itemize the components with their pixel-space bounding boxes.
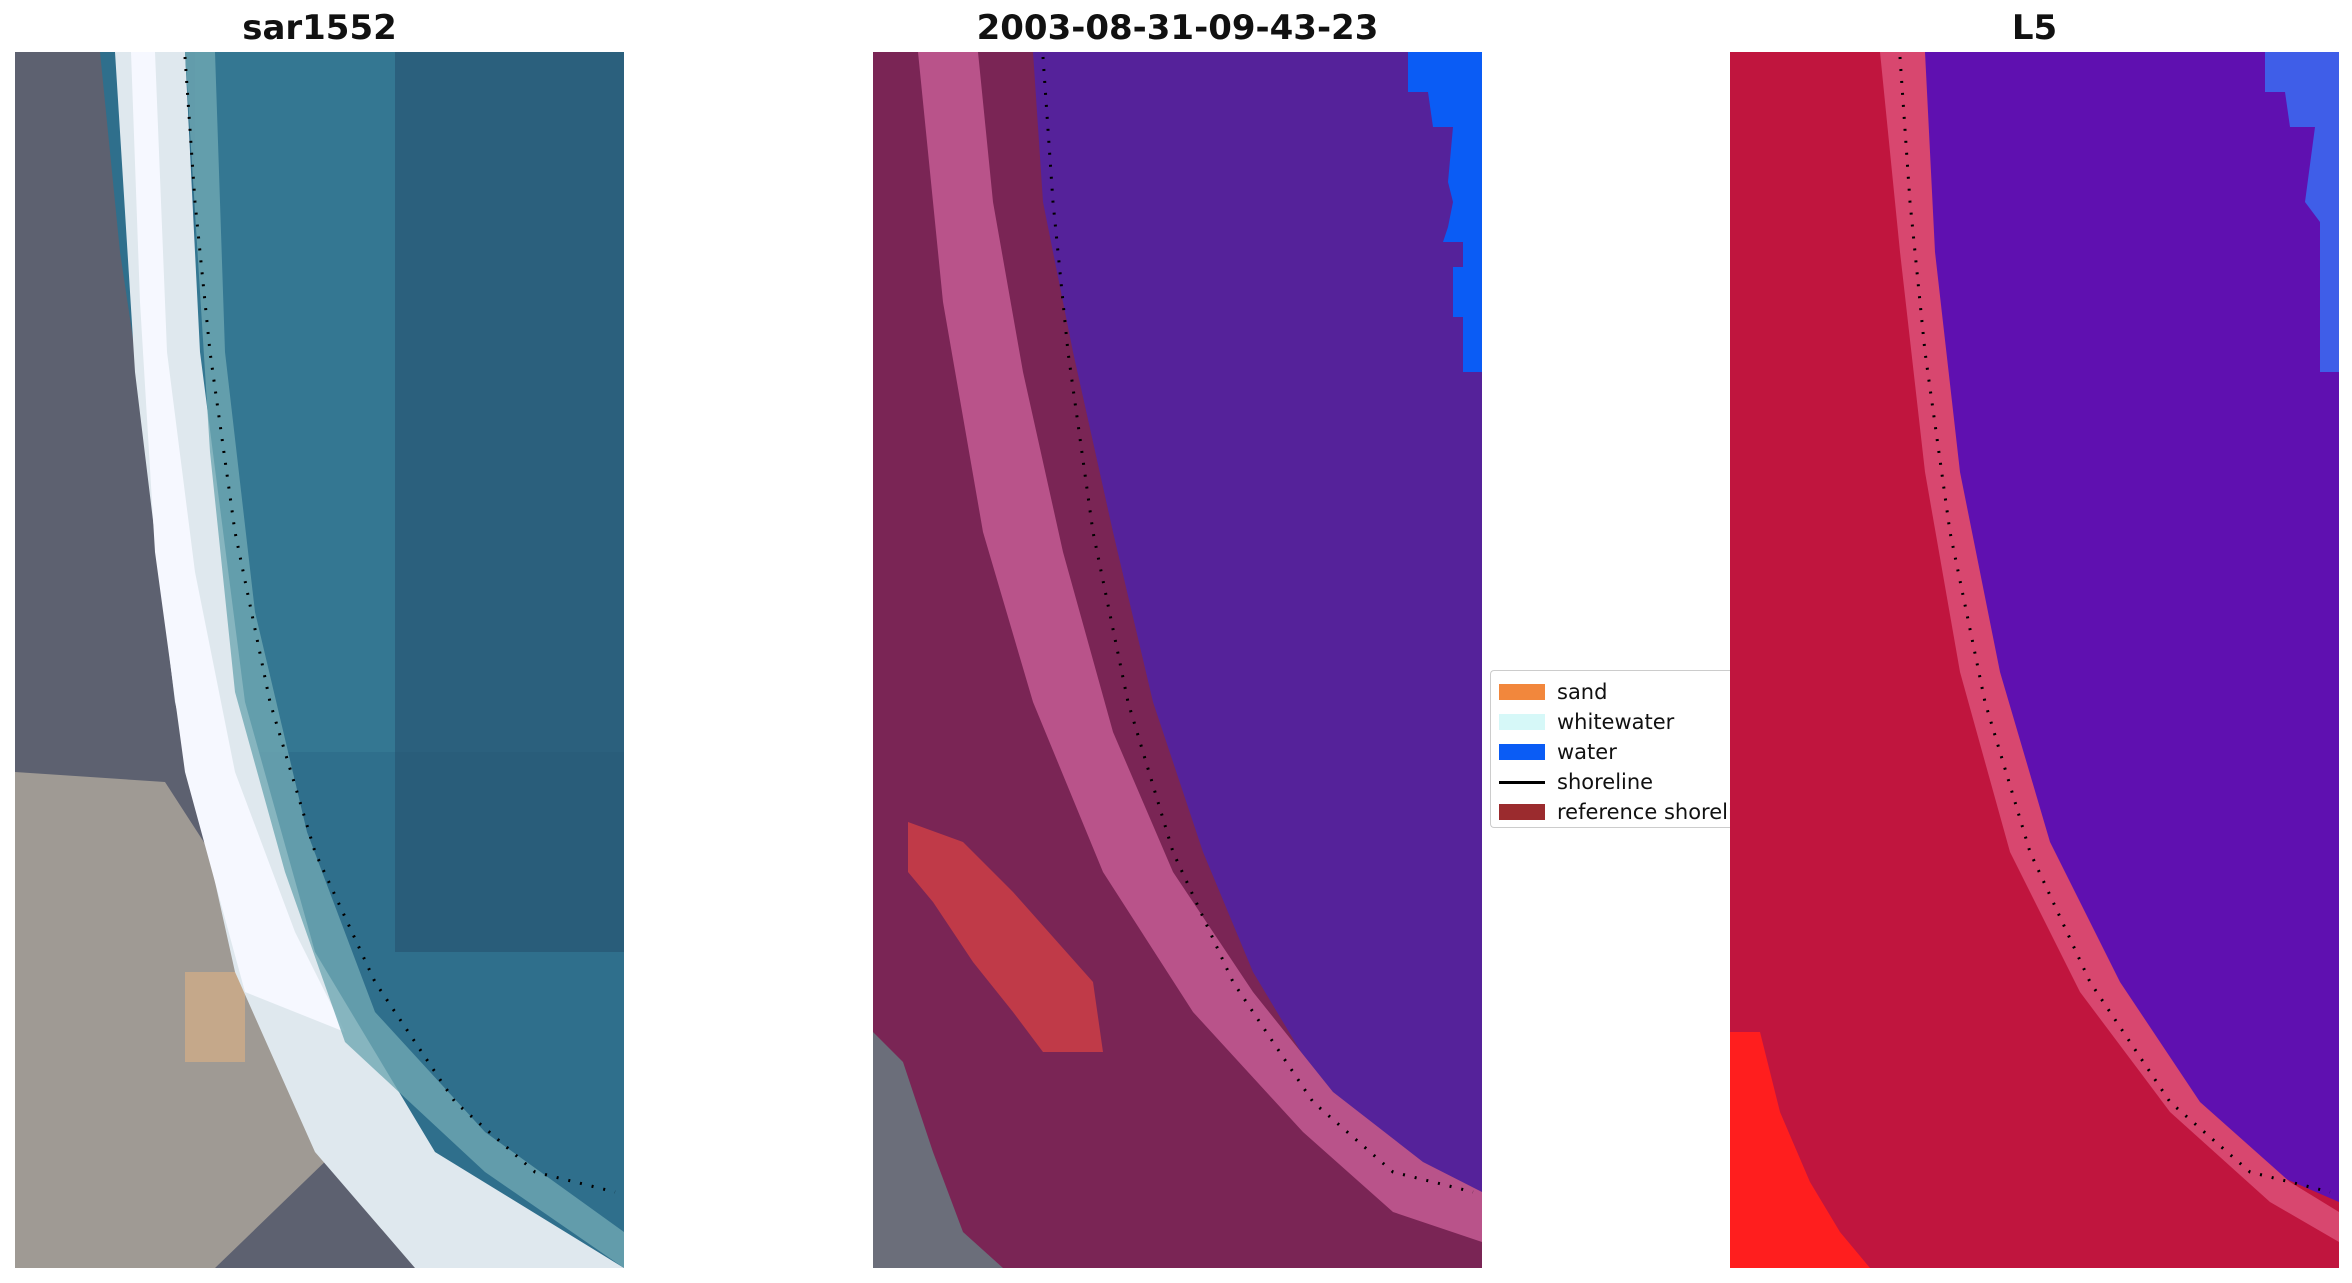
index-svg bbox=[1730, 52, 2339, 1268]
sand-swatch bbox=[1499, 684, 1545, 700]
panel-title-classification: 2003-08-31-09-43-23 bbox=[976, 8, 1379, 48]
legend-label: water bbox=[1557, 740, 1617, 764]
bright-beach bbox=[131, 52, 345, 1032]
unclassified-region bbox=[873, 1032, 1003, 1268]
deep-water bbox=[395, 52, 624, 952]
rgb-satellite-image bbox=[15, 52, 624, 1268]
reference-shoreline-swatch bbox=[1499, 804, 1545, 820]
legend-label: reference shoreline bbox=[1557, 800, 1730, 824]
panel-title-index: L5 bbox=[2011, 8, 2058, 48]
index-image bbox=[1730, 52, 2339, 1268]
shoreline-line-sample bbox=[1499, 781, 1545, 784]
legend: sand whitewater water shoreline referenc… bbox=[1490, 670, 1730, 828]
whitewater-swatch bbox=[1499, 714, 1545, 730]
legend-item-reference-shoreline: reference shoreline bbox=[1491, 797, 1730, 827]
high-land-index bbox=[1730, 1032, 1870, 1268]
high-water-index bbox=[2265, 52, 2339, 372]
legend-label: shoreline bbox=[1557, 770, 1654, 794]
beach-index-band bbox=[1880, 52, 2339, 1242]
land-index-area bbox=[1730, 52, 2339, 1268]
pure-water-region bbox=[1408, 52, 1482, 372]
reference-shoreline-region bbox=[908, 822, 1103, 1052]
classification-image bbox=[873, 52, 1482, 1268]
beach-region bbox=[918, 52, 1482, 1242]
legend-label: whitewater bbox=[1557, 710, 1675, 734]
panel-title-rgb: sar1552 bbox=[242, 8, 397, 48]
rgb-image-svg bbox=[15, 52, 624, 1268]
classification-svg bbox=[873, 52, 1482, 1268]
water-swatch bbox=[1499, 744, 1545, 760]
legend-item-sand: sand bbox=[1491, 677, 1730, 707]
legend-item-whitewater: whitewater bbox=[1491, 707, 1730, 737]
legend-item-water: water bbox=[1491, 737, 1730, 767]
legend-item-shoreline: shoreline bbox=[1491, 767, 1730, 797]
legend-label: sand bbox=[1557, 680, 1608, 704]
bare-sand-patch bbox=[185, 972, 245, 1062]
sandy-land bbox=[15, 772, 335, 1268]
